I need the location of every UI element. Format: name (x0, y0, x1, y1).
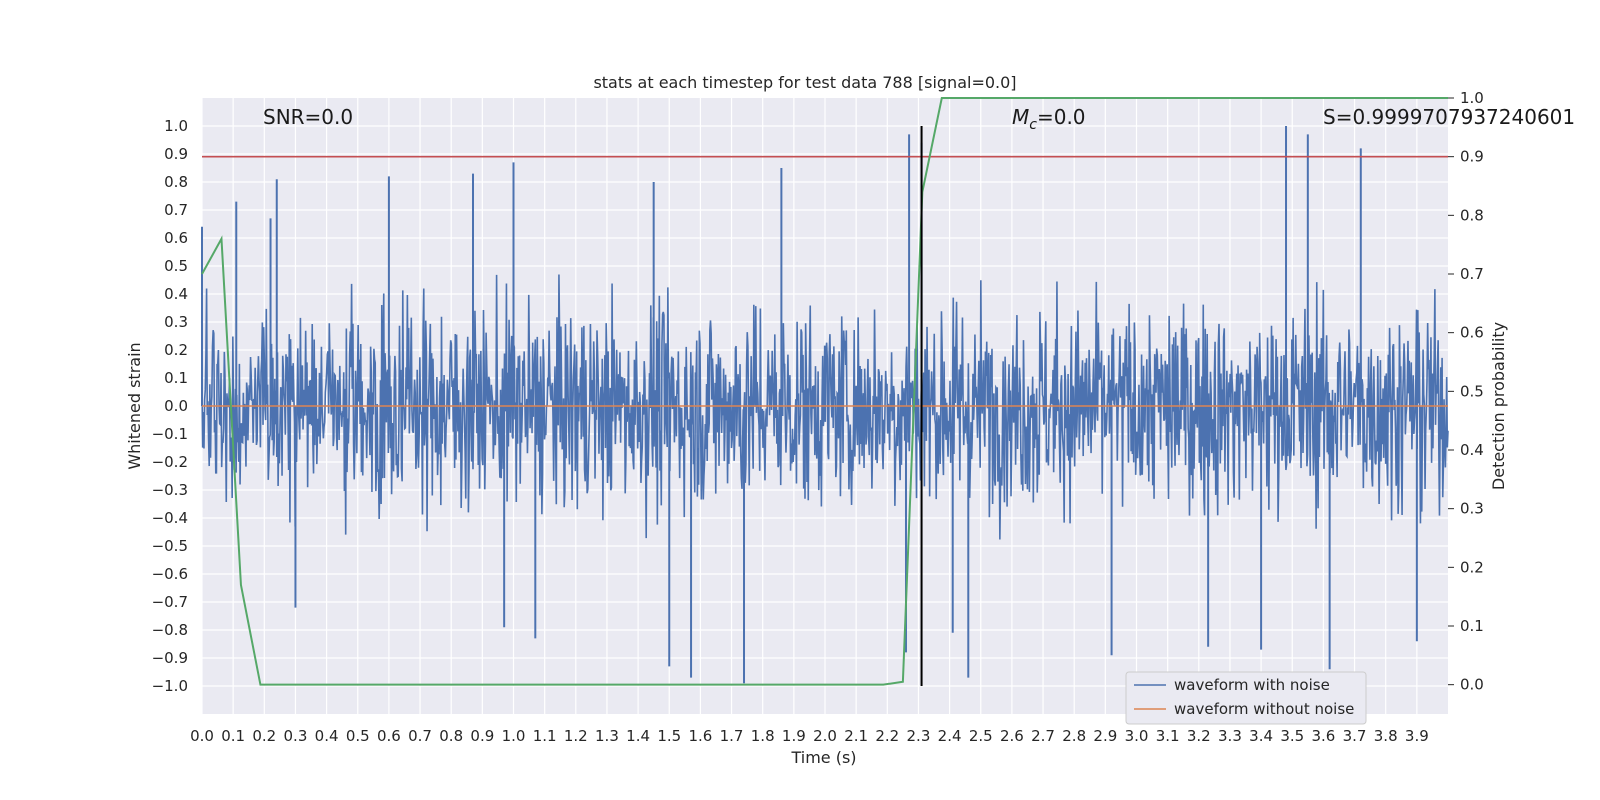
right-tick-label: 0.4 (1460, 441, 1484, 459)
x-axis-ticks: 0.0 0.1 0.2 0.3 0.4 0.5 0.6 0.7 0.8 0.9 1.0 1.1 1.2 1… (190, 727, 1429, 745)
right-tick-label: 0.6 (1460, 324, 1484, 342)
right-tick-label: 0.7 (1460, 265, 1484, 283)
x-tick-label: 0.1 (221, 727, 245, 745)
x-tick-label: 3.3 (1218, 727, 1242, 745)
x-tick-label: 1.8 (751, 727, 775, 745)
x-tick-label: 1.5 (657, 727, 681, 745)
chirp-mass-value: =0.0 (1037, 105, 1086, 129)
x-tick-label: 2.2 (875, 727, 899, 745)
x-tick-label: 1.9 (782, 727, 806, 745)
x-tick-label: 1.3 (595, 727, 619, 745)
x-tick-label: 0.8 (439, 727, 463, 745)
legend-label-clean: waveform without noise (1174, 700, 1354, 718)
left-tick-label: −0.1 (152, 425, 188, 443)
x-tick-label: 3.2 (1187, 727, 1211, 745)
x-tick-label: 2.5 (969, 727, 993, 745)
left-tick-label: −0.3 (152, 481, 188, 499)
legend: waveform with noise waveform without noi… (1125, 671, 1367, 725)
x-tick-label: 2.4 (938, 727, 962, 745)
x-tick-label: 2.1 (844, 727, 868, 745)
s-annotation: S=0.9999707937240601 (1323, 105, 1575, 129)
x-tick-label: 0.0 (190, 727, 214, 745)
overlay-lines (201, 97, 1448, 686)
right-tick-label: 0.1 (1460, 617, 1484, 635)
x-tick-label: 2.6 (1000, 727, 1024, 745)
snr-annotation: SNR=0.0 (263, 105, 353, 129)
right-axis-label: Detection probability (1489, 322, 1508, 490)
x-tick-label: 3.4 (1249, 727, 1273, 745)
left-tick-label: −0.4 (152, 509, 188, 527)
left-axis-ticks: 1.0 0.9 0.8 0.7 0.6 0.5 0.4 0.3 0.2 0.1 0.0 −0.1 −0.… (152, 117, 188, 695)
left-tick-label: 0.8 (164, 173, 188, 191)
x-tick-label: 3.8 (1374, 727, 1398, 745)
left-tick-label: 0.3 (164, 313, 188, 331)
chirp-mass-subscript: c (1029, 117, 1037, 133)
left-tick-label: −1.0 (152, 677, 188, 695)
x-tick-label: 0.3 (284, 727, 308, 745)
x-tick-label: 0.4 (315, 727, 339, 745)
x-tick-label: 2.0 (813, 727, 837, 745)
left-tick-label: 0.6 (164, 229, 188, 247)
x-tick-label: 2.8 (1062, 727, 1086, 745)
x-tick-label: 0.9 (470, 727, 494, 745)
x-tick-label: 1.2 (564, 727, 588, 745)
left-tick-label: −0.2 (152, 453, 188, 471)
left-tick-label: 0.9 (164, 145, 188, 163)
right-tick-label: 0.5 (1460, 382, 1484, 400)
chirp-mass-annotation: Mc=0.0 (1012, 105, 1086, 133)
right-tick-label: 1.0 (1460, 89, 1484, 107)
right-tick-label: 0.8 (1460, 206, 1484, 224)
x-tick-label: 3.7 (1343, 727, 1367, 745)
x-tick-label: 1.7 (720, 727, 744, 745)
legend-label-noise: waveform with noise (1174, 676, 1330, 694)
left-tick-label: 0.2 (164, 341, 188, 359)
right-tick-label: 0.3 (1460, 500, 1484, 518)
x-tick-label: 0.7 (408, 727, 432, 745)
x-tick-label: 3.0 (1125, 727, 1149, 745)
left-tick-label: 0.5 (164, 257, 188, 275)
left-tick-label: 0.0 (164, 397, 188, 415)
left-tick-label: 0.7 (164, 201, 188, 219)
x-tick-label: 0.5 (346, 727, 370, 745)
x-tick-label: 1.6 (688, 727, 712, 745)
left-tick-label: −0.7 (152, 593, 188, 611)
x-tick-label: 3.9 (1405, 727, 1429, 745)
x-tick-label: 3.5 (1280, 727, 1304, 745)
x-tick-label: 3.1 (1156, 727, 1180, 745)
left-tick-label: 0.4 (164, 285, 188, 303)
legend-box (1125, 671, 1367, 725)
x-tick-label: 1.0 (502, 727, 526, 745)
left-tick-label: −0.9 (152, 649, 188, 667)
left-tick-label: 0.1 (164, 369, 188, 387)
left-tick-label: 1.0 (164, 117, 188, 135)
left-tick-label: −0.6 (152, 565, 188, 583)
x-tick-label: 2.9 (1093, 727, 1117, 745)
right-axis-ticks: 1.0 0.9 0.8 0.7 0.6 0.5 0.4 0.3 0.2 0.1 0.0 (1448, 89, 1484, 694)
chart-title: stats at each timestep for test data 788… (593, 73, 1016, 92)
x-tick-label: 1.4 (626, 727, 650, 745)
chirp-mass-symbol: M (1012, 105, 1029, 129)
x-axis-label: Time (s) (790, 748, 856, 767)
right-tick-label: 0.9 (1460, 148, 1484, 166)
x-tick-label: 0.6 (377, 727, 401, 745)
right-tick-label: 0.0 (1460, 676, 1484, 694)
x-tick-label: 2.7 (1031, 727, 1055, 745)
left-axis-label: Whitened strain (125, 342, 144, 469)
detection-probability-line (201, 97, 1448, 686)
left-tick-label: −0.8 (152, 621, 188, 639)
x-tick-label: 2.3 (907, 727, 931, 745)
x-tick-label: 3.6 (1311, 727, 1335, 745)
x-tick-label: 0.2 (252, 727, 276, 745)
waveform-noise-line (201, 274, 1449, 540)
right-tick-label: 0.2 (1460, 558, 1484, 576)
x-tick-label: 1.1 (533, 727, 557, 745)
waveform-with-noise-series (201, 126, 1449, 684)
left-tick-label: −0.5 (152, 537, 188, 555)
